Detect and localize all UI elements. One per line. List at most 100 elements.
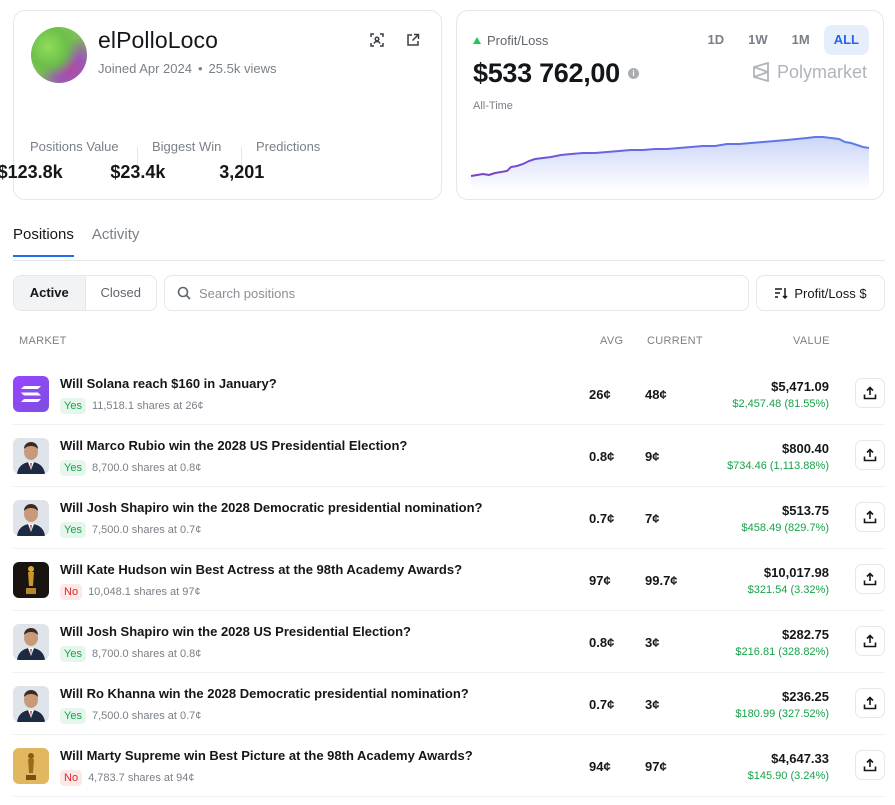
share-icon xyxy=(863,758,877,772)
market-question[interactable]: Will Kate Hudson win Best Actress at the… xyxy=(60,562,463,577)
position-detail: Yes 7,500.0 shares at 0.7¢ xyxy=(60,522,201,538)
header-value: VALUE xyxy=(793,335,830,347)
stat-value: 3,201 xyxy=(219,162,265,182)
position-value: $4,647.33 xyxy=(771,751,829,766)
share-icon xyxy=(863,634,877,648)
segment-active[interactable]: Active xyxy=(14,276,86,310)
stat-value: $123.8k xyxy=(0,162,63,182)
side-badge: Yes xyxy=(60,646,86,662)
range-1d[interactable]: 1D xyxy=(707,32,725,47)
shares-text: 11,518.1 shares at 26¢ xyxy=(91,400,204,412)
external-link-icon[interactable] xyxy=(403,30,423,50)
search-icon xyxy=(177,286,191,300)
table-row[interactable]: Will Ro Khanna win the 2028 Democratic p… xyxy=(13,673,885,735)
market-thumbnail xyxy=(13,748,49,784)
profile-card: elPolloLoco Joined Apr 2024 • 25.5k views … xyxy=(0,10,442,200)
joined-date: Joined Apr 2024 xyxy=(98,61,192,76)
table-row[interactable]: Will Josh Shapiro win the 2028 Democrati… xyxy=(13,487,885,549)
market-question[interactable]: Will Josh Shapiro win the 2028 US Presid… xyxy=(60,624,411,639)
avg-price: 0.8¢ xyxy=(589,449,615,464)
search-input[interactable] xyxy=(199,285,719,301)
position-value: $282.75 xyxy=(782,627,829,642)
position-value: $10,017.98 xyxy=(763,565,829,580)
polymarket-logo-icon xyxy=(753,61,769,83)
side-badge: No xyxy=(60,584,83,600)
avg-price: 94¢ xyxy=(589,759,611,774)
market-thumbnail xyxy=(13,376,49,412)
market-thumbnail xyxy=(13,686,49,722)
scan-icon[interactable] xyxy=(367,30,387,50)
range-all[interactable]: ALL xyxy=(823,25,869,55)
current-price: 99.7¢ xyxy=(645,573,678,588)
username: elPolloLoco xyxy=(98,27,219,53)
table-row[interactable]: Will Marco Rubio win the 2028 US Preside… xyxy=(13,425,885,487)
shares-text: 8,700.0 shares at 0.8¢ xyxy=(91,462,202,474)
market-question[interactable]: Will Josh Shapiro win the 2028 Democrati… xyxy=(60,500,483,515)
info-icon[interactable]: i xyxy=(627,68,639,79)
table-row[interactable]: Will Solana reach $160 in January? Yes 11,… xyxy=(13,363,885,425)
avg-price: 0.7¢ xyxy=(589,511,615,526)
position-gain: $145.90 (3.24%) xyxy=(747,770,829,782)
shares-text: 8,700.0 shares at 0.8¢ xyxy=(91,648,202,660)
share-icon xyxy=(863,386,877,400)
share-button[interactable] xyxy=(855,502,885,532)
view-count: 25.5k views xyxy=(208,61,277,76)
shares-text: 7,500.0 shares at 0.7¢ xyxy=(91,524,202,536)
market-question[interactable]: Will Marco Rubio win the 2028 US Preside… xyxy=(60,438,408,453)
pnl-value: $533 762,00 i xyxy=(473,58,639,89)
tab-activity[interactable]: Activity xyxy=(91,226,140,243)
current-price: 48¢ xyxy=(645,387,667,402)
position-detail: No 10,048.1 shares at 97¢ xyxy=(60,584,201,600)
share-button[interactable] xyxy=(855,626,885,656)
header-avg: AVG xyxy=(600,335,624,347)
position-value: $236.25 xyxy=(782,689,829,704)
share-icon xyxy=(863,510,877,524)
share-button[interactable] xyxy=(855,440,885,470)
table-row[interactable]: Will Marty Supreme win Best Picture at t… xyxy=(13,735,885,797)
range-1w[interactable]: 1W xyxy=(748,32,768,47)
pnl-chart xyxy=(471,136,870,190)
current-price: 97¢ xyxy=(645,759,667,774)
separator-dot: • xyxy=(197,61,203,76)
position-detail: Yes 7,500.0 shares at 0.7¢ xyxy=(60,708,201,724)
table-row[interactable]: Will Kate Hudson win Best Actress at the… xyxy=(13,549,885,611)
position-value: $800.40 xyxy=(782,441,829,456)
share-button[interactable] xyxy=(855,688,885,718)
position-value: $513.75 xyxy=(782,503,829,518)
stat-value: $23.4k xyxy=(110,162,166,182)
stat-predictions: Predictions 3,201 xyxy=(219,139,320,182)
stat-label: Positions Value xyxy=(30,139,119,154)
market-question[interactable]: Will Ro Khanna win the 2028 Democratic p… xyxy=(60,686,469,701)
tab-bar: Positions Activity xyxy=(13,226,139,257)
side-badge: Yes xyxy=(60,708,86,724)
shares-text: 4,783.7 shares at 94¢ xyxy=(88,772,195,784)
status-segment: Active Closed xyxy=(13,275,157,311)
market-question[interactable]: Will Solana reach $160 in January? xyxy=(60,376,277,391)
sort-button[interactable]: Profit/Loss $ xyxy=(756,275,885,311)
share-button[interactable] xyxy=(855,378,885,408)
share-button[interactable] xyxy=(855,750,885,780)
share-icon xyxy=(863,572,877,586)
share-button[interactable] xyxy=(855,564,885,594)
stat-biggest-win: Biggest Win $23.4k xyxy=(110,139,221,182)
table-row[interactable]: Will Josh Shapiro win the 2028 US Presid… xyxy=(13,611,885,673)
profile-meta: Joined Apr 2024 • 25.5k views xyxy=(98,61,276,76)
market-thumbnail xyxy=(13,624,49,660)
position-detail: No 4,783.7 shares at 94¢ xyxy=(60,770,194,786)
share-icon xyxy=(863,696,877,710)
tab-positions[interactable]: Positions xyxy=(13,226,74,257)
position-gain: $2,457.48 (81.55%) xyxy=(732,398,829,410)
stat-positions-value: Positions Value $123.8k xyxy=(0,139,119,182)
position-gain: $216.81 (328.82%) xyxy=(735,646,829,658)
header-market: MARKET xyxy=(19,335,67,347)
market-thumbnail xyxy=(13,438,49,474)
market-question[interactable]: Will Marty Supreme win Best Picture at t… xyxy=(60,748,473,763)
pnl-amount: $533 762,00 xyxy=(473,58,620,88)
tab-divider xyxy=(13,260,885,261)
range-1m[interactable]: 1M xyxy=(791,32,810,47)
shares-text: 7,500.0 shares at 0.7¢ xyxy=(91,710,202,722)
side-badge: No xyxy=(60,770,83,786)
divider xyxy=(137,147,138,177)
avg-price: 26¢ xyxy=(589,387,611,402)
segment-closed[interactable]: Closed xyxy=(100,285,141,300)
